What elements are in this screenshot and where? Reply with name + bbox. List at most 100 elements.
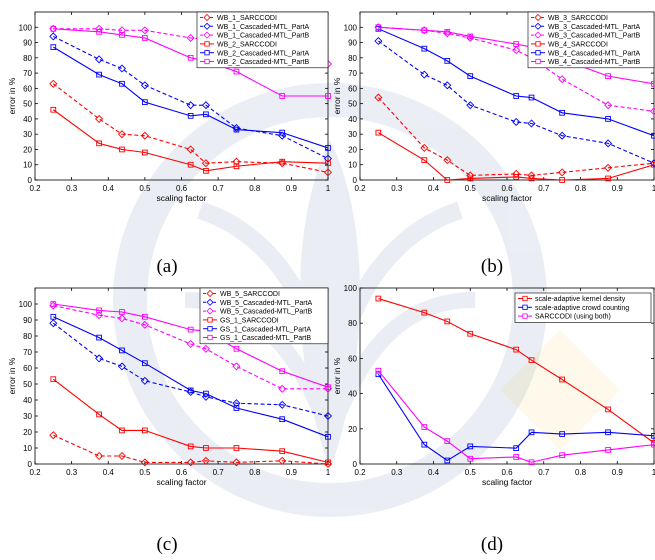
- series: [375, 371, 655, 464]
- data-point: [233, 68, 240, 75]
- series-line: [53, 303, 329, 388]
- data-point: [605, 116, 611, 122]
- x-axis-label: scaling factor: [482, 477, 532, 487]
- data-point: [512, 46, 521, 55]
- y-tick-label: 70: [23, 348, 32, 357]
- data-point: [95, 114, 104, 123]
- x-tick-label: 0.3: [391, 184, 403, 193]
- data-point: [201, 101, 210, 110]
- data-point: [512, 117, 521, 127]
- series: [375, 129, 655, 183]
- legend-label: WB_1_Cascaded-MTL_PartB: [217, 33, 310, 40]
- data-point: [117, 26, 127, 35]
- data-point: [558, 168, 567, 177]
- x-tick-label: 0.7: [213, 468, 225, 477]
- legend-label: WB_2_Cascaded-MTL_PartA: [217, 50, 310, 57]
- data-point: [119, 146, 125, 153]
- x-tick-label: 0.6: [501, 468, 513, 477]
- data-point: [203, 111, 209, 118]
- y-tick-label: 40: [348, 115, 357, 124]
- data-point: [233, 405, 240, 411]
- x-tick-label: 0.8: [575, 184, 587, 193]
- legend-swatch-marker: [522, 304, 528, 310]
- y-tick-label: 10: [348, 161, 357, 170]
- y-tick-label: 70: [23, 69, 32, 78]
- y-tick-label: 40: [23, 115, 32, 124]
- data-point: [513, 454, 520, 460]
- series-line: [53, 35, 329, 160]
- series-line: [52, 109, 329, 172]
- chart-panel: 0.2 0.3 0.4 0.5 0.6 0.7 0.8 0.9 1010203040506070…: [7, 11, 333, 277]
- data-point: [278, 400, 287, 409]
- data-point: [140, 131, 149, 140]
- data-point: [186, 458, 195, 467]
- data-point: [233, 126, 240, 133]
- data-point: [513, 346, 520, 353]
- x-tick-label: 1: [326, 468, 331, 477]
- legend-box: [527, 11, 655, 69]
- data-point: [140, 458, 149, 467]
- data-point: [233, 163, 240, 170]
- legend-swatch-marker: [522, 295, 528, 302]
- data-point: [201, 456, 210, 465]
- data-point: [117, 64, 127, 73]
- y-tick-label: 0: [353, 460, 358, 469]
- data-point: [201, 344, 210, 353]
- data-point: [325, 433, 331, 440]
- data-point: [203, 167, 209, 174]
- y-tick-label: 20: [348, 425, 357, 434]
- series-line: [378, 40, 655, 164]
- data-point: [558, 75, 567, 84]
- data-point: [605, 406, 611, 413]
- data-point: [651, 80, 655, 87]
- legend-swatch-marker: [206, 298, 214, 306]
- data-point: [96, 140, 102, 147]
- data-point: [95, 55, 104, 64]
- x-tick-label: 1: [326, 184, 331, 193]
- x-tick-label: 0.6: [501, 184, 513, 193]
- legend-swatch-marker: [534, 31, 542, 39]
- data-point: [142, 313, 148, 320]
- series: [49, 32, 333, 163]
- data-point: [119, 309, 125, 315]
- x-tick-label: 0.3: [66, 468, 78, 477]
- series-line: [378, 132, 655, 181]
- legend-label: WB_2_Cascaded-MTL_PartB: [217, 59, 310, 66]
- data-point: [444, 438, 451, 444]
- y-tick-label: 40: [348, 390, 357, 399]
- data-point: [375, 295, 382, 302]
- data-point: [50, 313, 57, 320]
- y-tick-label: 100: [19, 23, 33, 32]
- legend-label: scale-adaptive kernel density: [535, 296, 626, 303]
- data-point: [374, 93, 383, 102]
- series-line: [377, 373, 655, 462]
- data-point: [421, 45, 428, 52]
- x-tick-label: 0.5: [465, 468, 477, 477]
- data-point: [186, 101, 195, 110]
- data-point: [559, 376, 565, 383]
- x-tick-label: 0.3: [66, 184, 78, 193]
- data-point: [119, 347, 125, 354]
- data-point: [187, 113, 194, 119]
- data-point: [467, 443, 474, 450]
- series-line: [377, 97, 655, 176]
- legend: WB_5_SARCCODI WB_5_Cascaded-MTL_PartA WB_5…: [199, 287, 329, 345]
- x-tick-label: 0.5: [139, 184, 151, 193]
- data-point: [119, 32, 125, 38]
- y-tick-label: 20: [23, 145, 32, 154]
- y-tick-label: 10: [23, 161, 32, 170]
- y-axis-label: error in %: [7, 77, 17, 114]
- legend-swatch-marker: [204, 41, 210, 47]
- y-tick-label: 30: [23, 412, 32, 421]
- data-point: [649, 107, 655, 116]
- data-point: [279, 448, 286, 455]
- series: [49, 431, 333, 469]
- data-point: [232, 458, 241, 467]
- data-point: [117, 314, 127, 323]
- y-tick-label: 30: [348, 130, 357, 139]
- y-tick-label: 100: [344, 284, 358, 293]
- data-point: [420, 143, 429, 152]
- x-tick-label: 0.4: [428, 468, 440, 477]
- data-point: [140, 376, 149, 385]
- y-tick-label: 80: [23, 54, 32, 63]
